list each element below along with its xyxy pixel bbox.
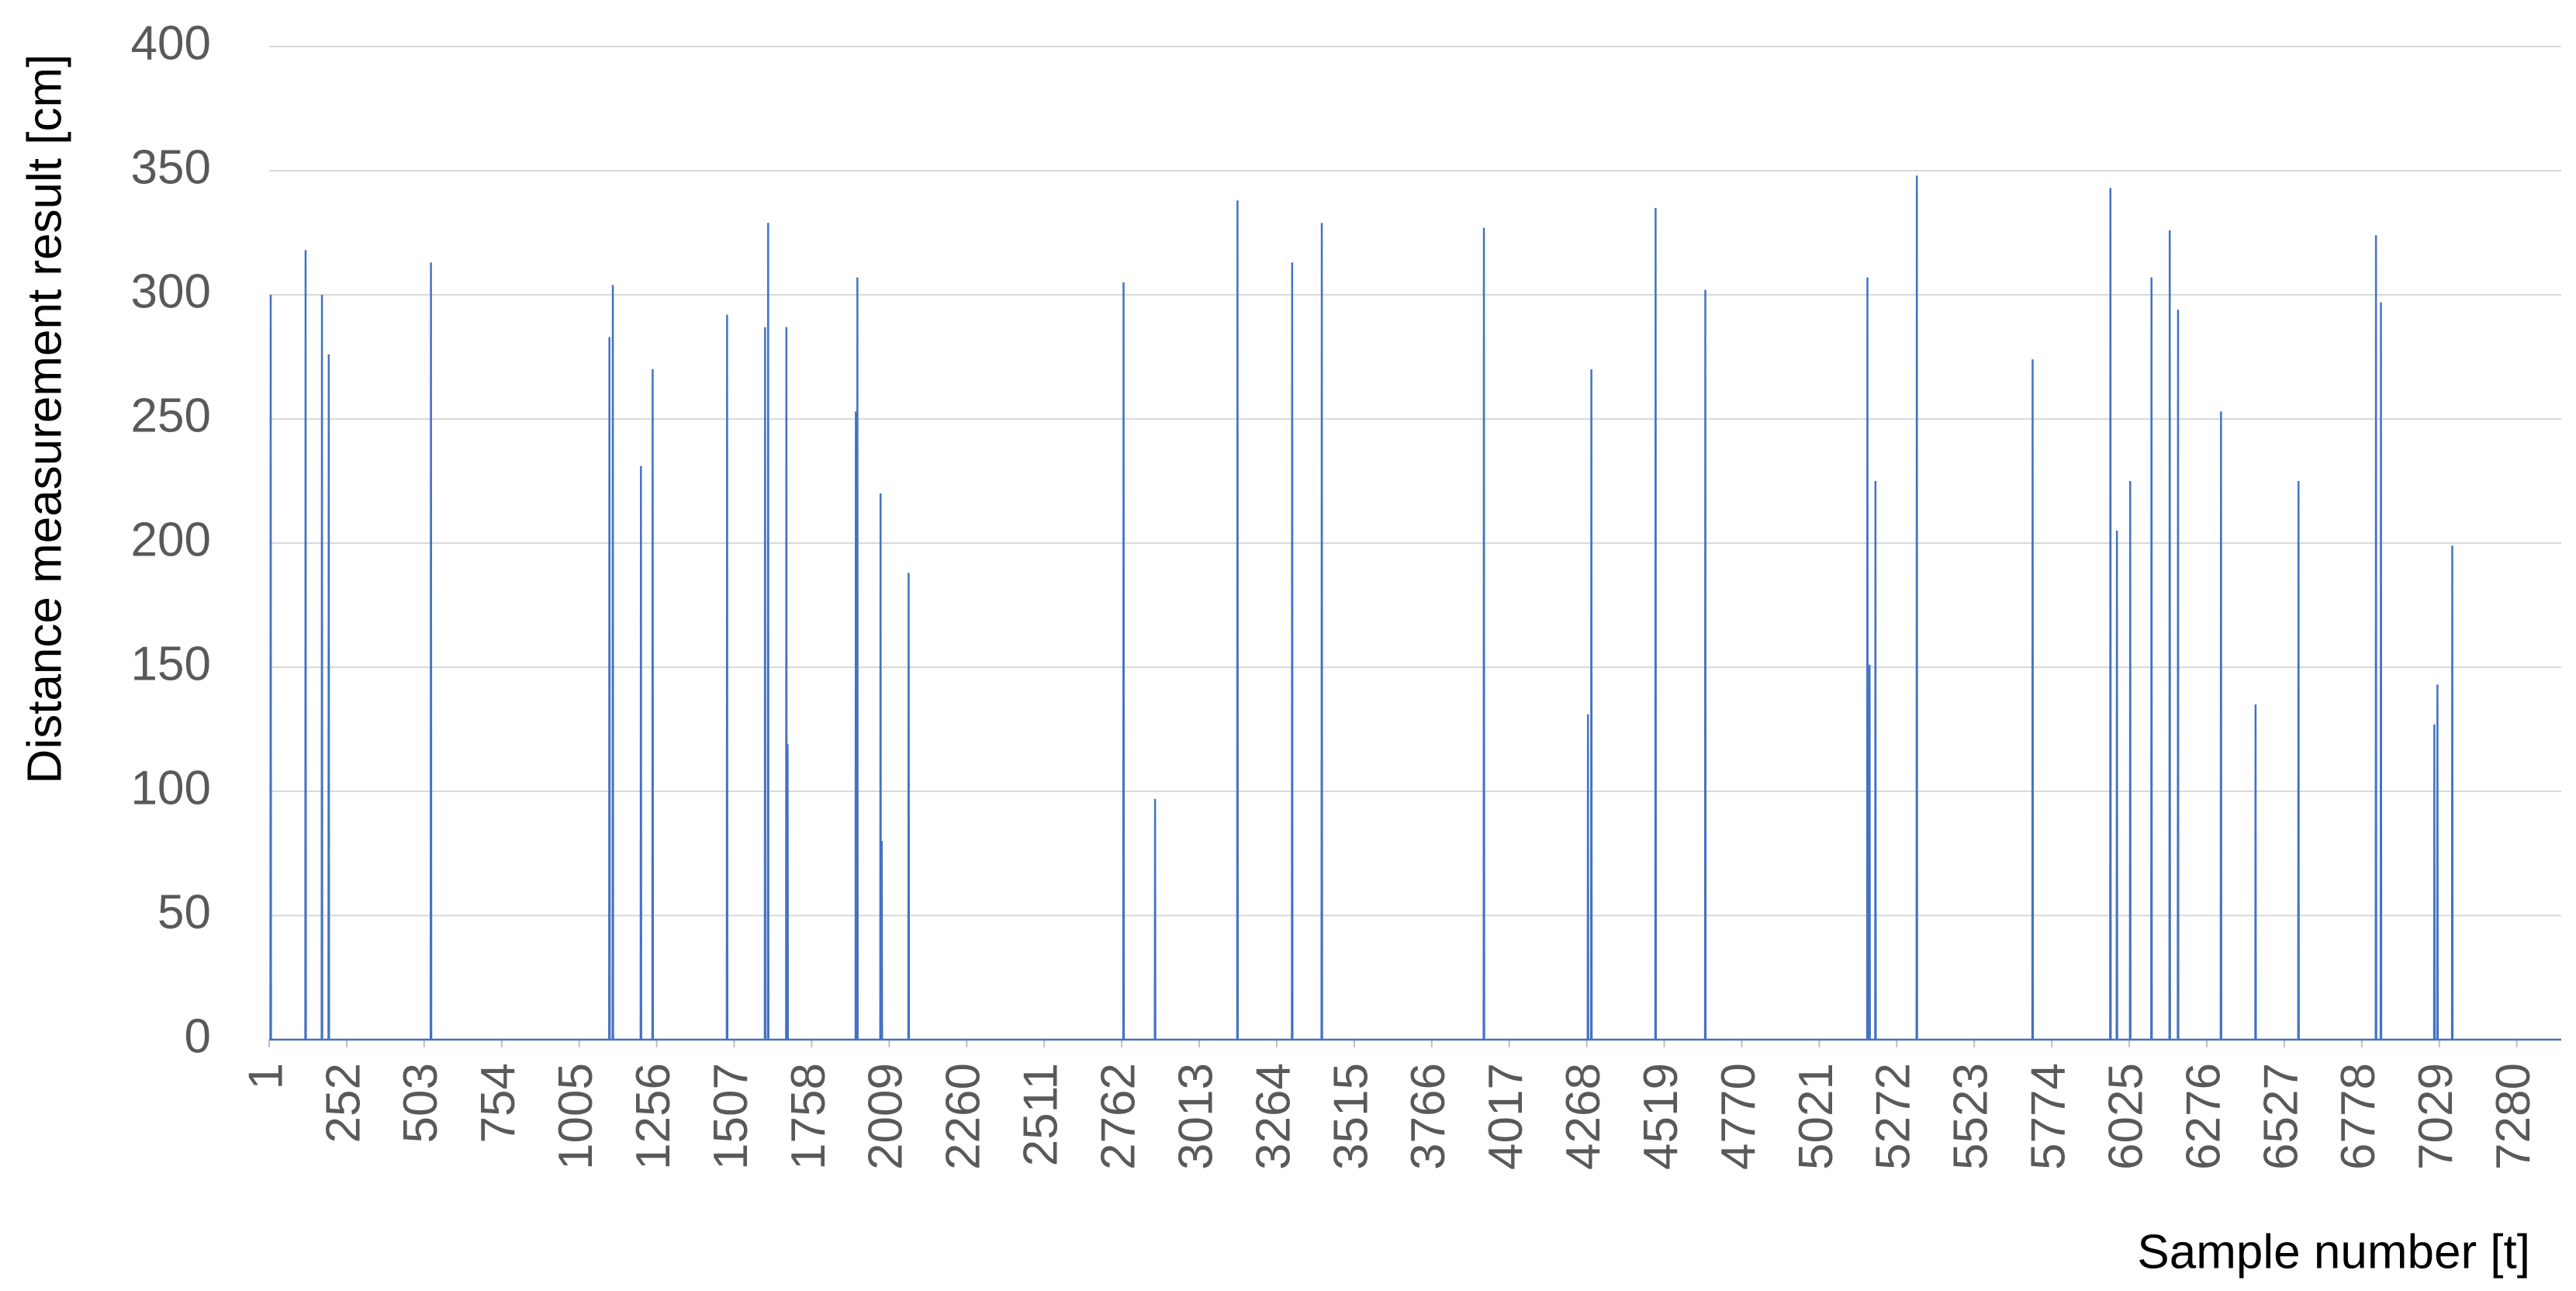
x-tick-label: 3766 bbox=[1402, 1063, 1455, 1170]
x-tick-label: 1758 bbox=[782, 1063, 835, 1170]
x-tick-label: 5021 bbox=[1789, 1063, 1843, 1170]
x-tick-label: 7280 bbox=[2487, 1063, 2540, 1170]
y-tick-label: 50 bbox=[157, 885, 211, 939]
x-tick-label: 252 bbox=[316, 1063, 370, 1143]
x-tick-label: 4017 bbox=[1479, 1063, 1533, 1170]
y-tick-label: 400 bbox=[131, 16, 211, 70]
x-tick-label: 754 bbox=[472, 1063, 525, 1143]
x-tick-label: 2762 bbox=[1091, 1063, 1145, 1170]
x-tick-label: 2511 bbox=[1015, 1063, 1068, 1166]
x-tick-label: 6778 bbox=[2332, 1063, 2385, 1170]
y-tick-label: 200 bbox=[131, 513, 211, 566]
x-tick-label: 5272 bbox=[1867, 1063, 1921, 1170]
y-tick-label: 150 bbox=[131, 637, 211, 690]
x-tick-label: 3515 bbox=[1324, 1063, 1378, 1170]
x-tick-label: 4519 bbox=[1634, 1063, 1688, 1170]
y-tick-label: 350 bbox=[131, 140, 211, 194]
x-tick-label: 1507 bbox=[704, 1063, 758, 1170]
x-tick-label: 4770 bbox=[1712, 1063, 1765, 1170]
data-line bbox=[269, 175, 2561, 1041]
x-tick-label: 6025 bbox=[2099, 1063, 2152, 1170]
x-tick-label: 5774 bbox=[2022, 1063, 2076, 1170]
y-tick-label: 300 bbox=[131, 265, 211, 318]
x-tick-label: 503 bbox=[394, 1063, 448, 1143]
x-tick-label: 1005 bbox=[549, 1063, 603, 1170]
x-tick-label: 1 bbox=[239, 1063, 292, 1089]
x-tick-label: 2260 bbox=[937, 1063, 991, 1170]
x-axis-title: Sample number [t] bbox=[2137, 1225, 2530, 1279]
y-tick-label: 0 bbox=[185, 1009, 211, 1063]
x-tick-label: 6276 bbox=[2177, 1063, 2230, 1170]
x-tick-label: 5523 bbox=[1945, 1063, 1998, 1170]
y-tick-label: 100 bbox=[131, 761, 211, 815]
x-tick-label: 7029 bbox=[2409, 1063, 2463, 1170]
x-tick-label: 6527 bbox=[2254, 1063, 2308, 1170]
x-tick-label: 2009 bbox=[859, 1063, 913, 1170]
x-tick-label: 1256 bbox=[627, 1063, 680, 1170]
x-tick-label: 4268 bbox=[1557, 1063, 1610, 1170]
y-axis-title: Distance measurement result [cm] bbox=[18, 54, 71, 784]
y-tick-label: 250 bbox=[131, 389, 211, 442]
x-tick-label: 3013 bbox=[1169, 1063, 1222, 1170]
x-tick-label: 3264 bbox=[1247, 1063, 1300, 1170]
